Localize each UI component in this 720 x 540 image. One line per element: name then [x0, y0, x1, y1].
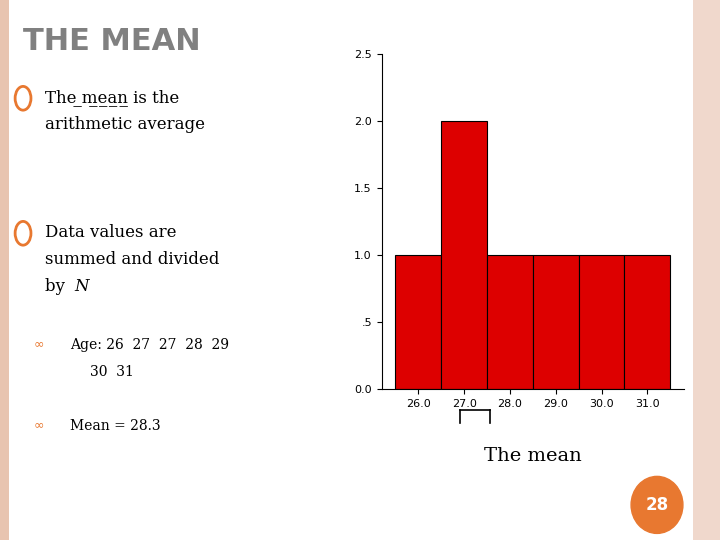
- Text: by: by: [45, 278, 70, 295]
- Bar: [533, 255, 579, 389]
- Text: Age: 26  27  27  28  29: Age: 26 27 27 28 29: [70, 338, 229, 352]
- Text: ∞: ∞: [34, 418, 44, 431]
- Text: N: N: [74, 278, 89, 295]
- Bar: [441, 121, 487, 389]
- Text: 28: 28: [645, 496, 669, 514]
- Bar: [487, 255, 533, 389]
- Text: The mean: The mean: [484, 447, 582, 465]
- Text: Mean = 28.3: Mean = 28.3: [70, 418, 161, 433]
- Text: ∞: ∞: [34, 338, 44, 350]
- Text: Data values are: Data values are: [45, 224, 176, 241]
- Bar: [579, 255, 624, 389]
- Text: arithmetic average: arithmetic average: [45, 116, 204, 133]
- Text: 30  31: 30 31: [89, 364, 133, 379]
- Circle shape: [631, 476, 683, 534]
- Text: THE MEAN: THE MEAN: [23, 27, 201, 56]
- Bar: [624, 255, 670, 389]
- Text: The ̲m̲e̲a̲n̲ is the: The ̲m̲e̲a̲n̲ is the: [45, 89, 179, 106]
- Text: summed and divided: summed and divided: [45, 251, 219, 268]
- Bar: [395, 255, 441, 389]
